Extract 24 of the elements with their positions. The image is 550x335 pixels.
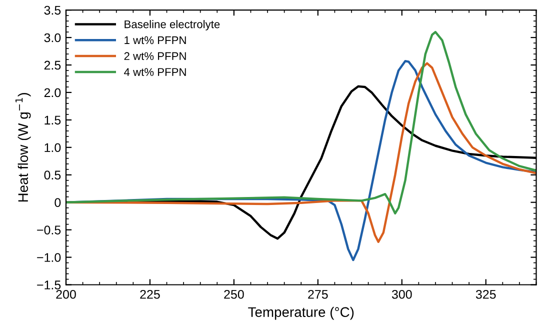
y-tick-label: 1.5 — [44, 116, 61, 125]
line-series — [66, 30, 536, 214]
legend-label: 1 wt% PFPN — [124, 36, 186, 44]
x-tick-label: 200 — [56, 290, 76, 299]
y-tick-label: 2.5 — [44, 60, 61, 70]
legend-label: Baseline electrolyte — [124, 20, 220, 30]
y-tick-label: 1.0 — [44, 143, 61, 152]
x-tick-label: 225 — [140, 290, 160, 299]
x-tick-label: 275 — [308, 290, 328, 299]
x-axis-title: Temperature (°C) — [248, 306, 354, 320]
y-axis-title: Heat flow (W g$^{−1}$) — [15, 93, 31, 202]
y-tick-label: 2.0 — [44, 88, 61, 98]
y-tick-label: 3.0 — [44, 33, 61, 42]
y-tick-label: −1.5 — [37, 280, 61, 290]
y-tick-label: 3.5 — [44, 6, 61, 15]
x-tick-label: 300 — [392, 290, 412, 299]
y-tick-label: 0.5 — [44, 170, 61, 180]
x-tick-label: 250 — [224, 290, 244, 299]
legend-label: 2 wt% PFPN — [124, 52, 186, 60]
y-tick-label: −0.5 — [37, 226, 61, 234]
legend-label: 4 wt% PFPN — [124, 68, 186, 76]
x-tick-label: 325 — [476, 290, 496, 299]
y-tick-label: 0 — [54, 198, 61, 207]
y-tick-label: −1.0 — [37, 253, 61, 262]
